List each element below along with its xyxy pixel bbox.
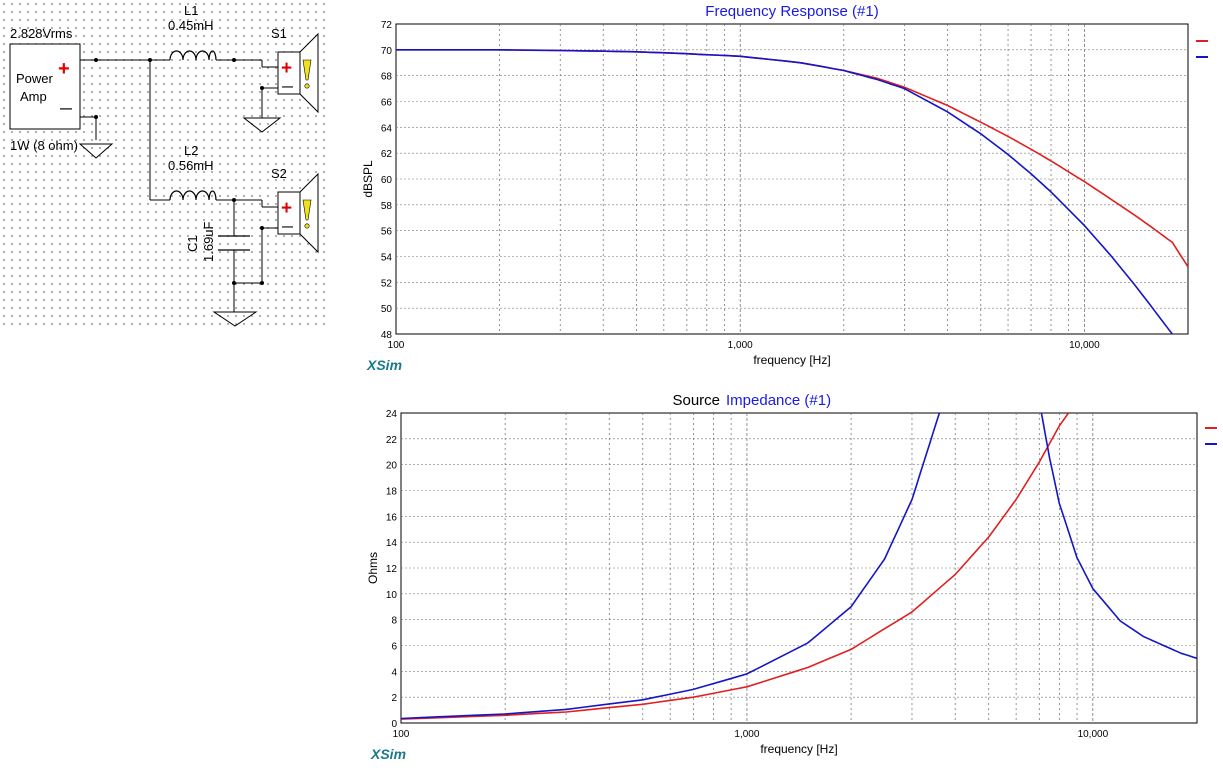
series-line bbox=[396, 48, 1173, 334]
y-tick-label: 22 bbox=[386, 435, 398, 446]
chart-title-prefix: Source bbox=[672, 392, 720, 409]
x-tick-label: 10,000 bbox=[1078, 729, 1109, 740]
y-tick-label: 54 bbox=[381, 253, 393, 264]
xsim-logo-top: XSim bbox=[367, 357, 403, 373]
x-tick-label: 1,000 bbox=[728, 340, 753, 351]
s1-minus-terminal-icon: — bbox=[282, 81, 293, 93]
y-tick-label: 12 bbox=[386, 564, 398, 575]
chart-title: Frequency Response (#1) bbox=[705, 3, 878, 20]
series-line bbox=[401, 413, 941, 720]
inductor-l1-icon[interactable] bbox=[169, 50, 217, 61]
y-tick-label: 68 bbox=[381, 72, 393, 83]
ground-icon bbox=[78, 143, 114, 159]
xsim-logo-bottom: XSim bbox=[371, 746, 407, 762]
y-tick-label: 2 bbox=[391, 693, 397, 704]
y-tick-label: 48 bbox=[381, 330, 393, 341]
inductor-l2-icon[interactable] bbox=[169, 190, 217, 201]
c1-name: C1 bbox=[185, 235, 200, 252]
y-axis-label: dBSPL bbox=[361, 160, 375, 198]
y-tick-label: 18 bbox=[386, 487, 398, 498]
y-tick-label: 6 bbox=[391, 642, 397, 653]
l2-value: 0.56mH bbox=[168, 158, 214, 173]
y-tick-label: 50 bbox=[381, 304, 393, 315]
y-axis-label: Ohms bbox=[366, 552, 380, 584]
y-tick-label: 64 bbox=[381, 123, 393, 134]
y-tick-label: 70 bbox=[381, 46, 393, 57]
impedance-plot[interactable]: 0 2 4 6 8 10 12 14 16 18 20 22 24 100 1,000 10,000 frequ… bbox=[360, 385, 1223, 770]
s2-plus-terminal-icon: + bbox=[281, 198, 292, 219]
y-tick-label: 20 bbox=[386, 461, 398, 472]
x-tick-label: 1,000 bbox=[734, 729, 759, 740]
y-tick-label: 0 bbox=[391, 719, 397, 730]
speaker-s1-icon[interactable] bbox=[277, 32, 319, 114]
amp-minus-terminal-icon: — bbox=[60, 101, 72, 115]
power-rating-label: 1W (8 ohm) bbox=[10, 138, 78, 153]
ground-icon bbox=[242, 117, 282, 133]
speaker-s2-icon[interactable] bbox=[277, 172, 319, 254]
grid bbox=[401, 413, 1197, 723]
frequency-response-chart: 48 50 52 54 56 58 60 62 64 66 68 70 72 100 1,000 10,000… bbox=[361, 3, 1208, 367]
series-line bbox=[1040, 413, 1197, 660]
y-tick-label: 60 bbox=[381, 175, 393, 186]
amp-label-line2: Amp bbox=[20, 89, 47, 104]
s2-minus-terminal-icon: — bbox=[282, 221, 293, 233]
grid bbox=[396, 24, 1188, 334]
y-tick-label: 58 bbox=[381, 201, 393, 212]
frequency-response-plot[interactable]: 48 50 52 54 56 58 60 62 64 66 68 70 72 100 1,000 10,000… bbox=[360, 0, 1223, 380]
l2-name: L2 bbox=[184, 143, 198, 158]
x-tick-label: 100 bbox=[388, 340, 405, 351]
y-tick-label: 62 bbox=[381, 149, 393, 160]
chart-title: Impedance (#1) bbox=[726, 392, 831, 409]
y-tick-label: 52 bbox=[381, 278, 393, 289]
l1-value: 0.45mH bbox=[168, 18, 214, 33]
y-tick-label: 8 bbox=[391, 616, 397, 627]
s2-name: S2 bbox=[271, 166, 287, 181]
series-line bbox=[401, 413, 1070, 720]
c1-value: 1.69uF bbox=[201, 221, 216, 262]
capacitor-c1-icon[interactable] bbox=[218, 235, 250, 251]
y-tick-label: 16 bbox=[386, 512, 398, 523]
source-voltage-label: 2.828Vrms bbox=[10, 26, 73, 41]
s1-name: S1 bbox=[271, 26, 287, 41]
y-tick-label: 4 bbox=[391, 667, 397, 678]
y-tick-label: 24 bbox=[386, 409, 398, 420]
y-tick-label: 66 bbox=[381, 98, 393, 109]
power-amp-block[interactable] bbox=[9, 43, 81, 130]
y-tick-label: 56 bbox=[381, 227, 393, 238]
amp-label-line1: Power bbox=[16, 71, 54, 86]
x-tick-label: 10,000 bbox=[1069, 340, 1100, 351]
ground-icon bbox=[212, 311, 258, 327]
y-tick-label: 14 bbox=[386, 538, 398, 549]
crossover-schematic: 2.828Vrms Power Amp + — 1W (8 ohm) bbox=[0, 0, 330, 330]
y-tick-label: 72 bbox=[381, 20, 393, 31]
amp-plus-terminal-icon: + bbox=[58, 58, 70, 80]
x-tick-label: 100 bbox=[393, 729, 410, 740]
x-axis-label: frequency [Hz] bbox=[760, 742, 837, 756]
s1-plus-terminal-icon: + bbox=[281, 58, 292, 79]
y-tick-label: 10 bbox=[386, 590, 398, 601]
x-axis-label: frequency [Hz] bbox=[753, 353, 830, 367]
l1-name: L1 bbox=[184, 3, 198, 18]
